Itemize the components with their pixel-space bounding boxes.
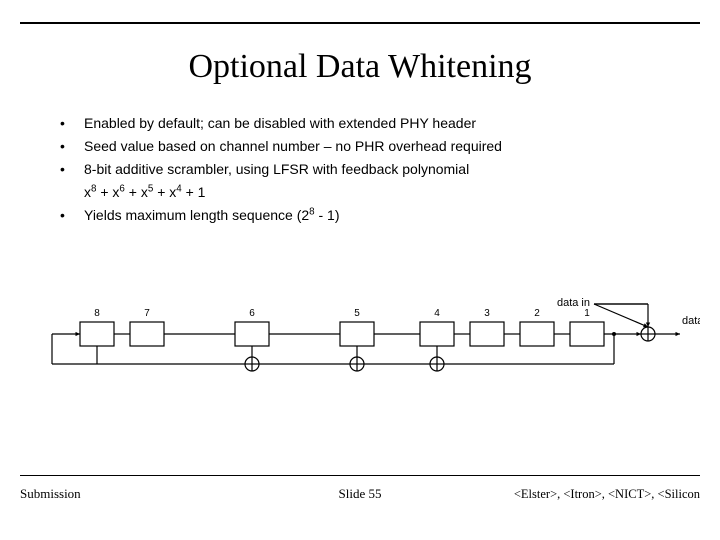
bullet-mark: • — [60, 114, 84, 133]
bullet-item: • Yields maximum length sequence (28 - 1… — [60, 206, 670, 225]
svg-text:6: 6 — [249, 308, 255, 319]
svg-text:data out: data out — [682, 315, 700, 327]
svg-text:5: 5 — [354, 308, 360, 319]
bullet-mark: • — [60, 206, 84, 225]
bullet-mark: • — [60, 160, 84, 179]
slide-title: Optional Data Whitening — [20, 48, 700, 86]
svg-text:data in: data in — [557, 297, 590, 309]
polynomial-line: x8 + x6 + x5 + x4 + 1 — [60, 183, 700, 202]
bullet-mark: • — [60, 137, 84, 156]
svg-text:8: 8 — [94, 308, 100, 319]
bullet-text: Seed value based on channel number – no … — [84, 137, 670, 156]
bullet-text: Yields maximum length sequence (28 - 1) — [84, 206, 670, 225]
bullet-text: Enabled by default; can be disabled with… — [84, 114, 670, 133]
bullet-text: 8-bit additive scrambler, using LFSR wit… — [84, 160, 670, 179]
bullet-item: • Seed value based on channel number – n… — [60, 137, 670, 156]
bullet-list: • Enabled by default; can be disabled wi… — [20, 114, 700, 179]
footer-author: <Elster>, <Itron>, <NICT>, <Silicon — [514, 487, 700, 502]
footer-rule — [20, 475, 700, 476]
header-rule — [20, 22, 700, 24]
bullet-list-2: • Yields maximum length sequence (28 - 1… — [20, 206, 700, 225]
lfsr-svg: 8 7 6 5 4 3 2 1data in data out — [20, 264, 700, 384]
svg-text:3: 3 — [484, 308, 490, 319]
svg-text:7: 7 — [144, 308, 150, 319]
bullet-item: • Enabled by default; can be disabled wi… — [60, 114, 670, 133]
bullet-item: • 8-bit additive scrambler, using LFSR w… — [60, 160, 670, 179]
lfsr-diagram: 8 7 6 5 4 3 2 1data in data out — [20, 264, 700, 384]
svg-text:1: 1 — [584, 308, 590, 319]
svg-text:4: 4 — [434, 308, 440, 319]
svg-text:2: 2 — [534, 308, 540, 319]
footer-left: Submission — [20, 486, 81, 502]
